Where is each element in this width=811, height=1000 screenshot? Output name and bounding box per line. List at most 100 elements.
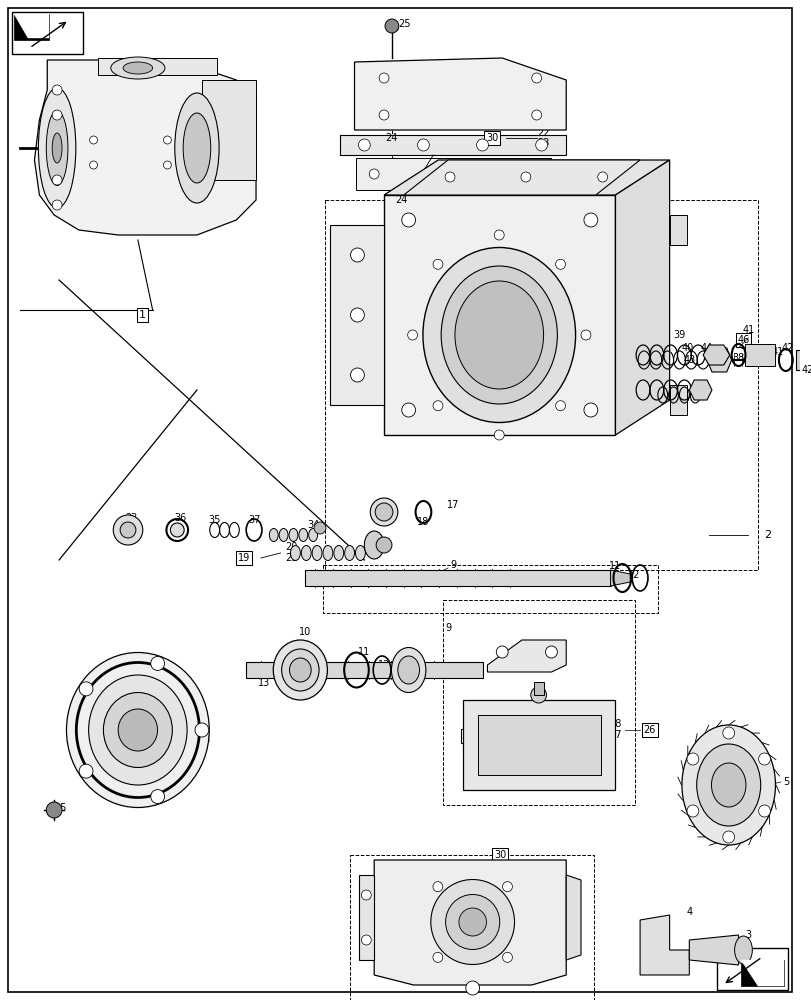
- Circle shape: [89, 136, 97, 144]
- Polygon shape: [329, 225, 384, 405]
- Circle shape: [531, 110, 541, 120]
- Text: 30: 30: [486, 133, 498, 143]
- Circle shape: [757, 805, 770, 817]
- Ellipse shape: [46, 110, 68, 186]
- Circle shape: [52, 200, 62, 210]
- Text: 46: 46: [751, 773, 763, 783]
- Text: 9: 9: [449, 560, 456, 570]
- Text: 47: 47: [505, 725, 517, 735]
- Bar: [443, 600, 634, 805]
- Bar: [533, 682, 543, 695]
- Circle shape: [52, 175, 62, 185]
- Bar: [744, 344, 774, 366]
- Polygon shape: [356, 158, 551, 190]
- Circle shape: [384, 19, 398, 33]
- Ellipse shape: [333, 546, 343, 560]
- Bar: [305, 570, 610, 586]
- Ellipse shape: [696, 744, 760, 826]
- Ellipse shape: [290, 546, 300, 560]
- Circle shape: [151, 790, 165, 804]
- Text: 11: 11: [358, 647, 370, 657]
- Bar: [740, 960, 783, 986]
- Circle shape: [46, 802, 62, 818]
- Circle shape: [89, 161, 97, 169]
- Bar: [12, 12, 83, 54]
- Polygon shape: [615, 160, 669, 435]
- Text: 14: 14: [84, 715, 97, 725]
- Polygon shape: [14, 14, 49, 38]
- Text: 12: 12: [627, 570, 640, 580]
- Ellipse shape: [397, 656, 419, 684]
- Circle shape: [686, 753, 698, 765]
- Circle shape: [358, 139, 370, 151]
- Circle shape: [494, 430, 504, 440]
- Ellipse shape: [123, 62, 152, 74]
- Circle shape: [466, 981, 479, 995]
- Circle shape: [417, 139, 429, 151]
- Ellipse shape: [290, 658, 311, 682]
- Text: 21: 21: [285, 553, 298, 563]
- Text: 18: 18: [417, 517, 429, 527]
- Bar: [716, 948, 787, 990]
- Text: 36: 36: [174, 513, 186, 523]
- Circle shape: [79, 764, 92, 778]
- Text: 30: 30: [494, 850, 506, 860]
- Ellipse shape: [298, 528, 307, 542]
- Text: 40: 40: [680, 343, 693, 353]
- Ellipse shape: [301, 546, 311, 560]
- Bar: [795, 350, 811, 370]
- Circle shape: [407, 330, 417, 340]
- Circle shape: [314, 522, 325, 534]
- Bar: [462, 700, 615, 790]
- Circle shape: [531, 73, 541, 83]
- Ellipse shape: [118, 709, 157, 751]
- Circle shape: [583, 213, 597, 227]
- Circle shape: [686, 805, 698, 817]
- Ellipse shape: [375, 503, 393, 521]
- Circle shape: [476, 139, 488, 151]
- Circle shape: [757, 753, 770, 765]
- Text: 33: 33: [125, 513, 137, 523]
- Polygon shape: [354, 58, 565, 130]
- Circle shape: [521, 172, 530, 182]
- Bar: [384, 195, 615, 435]
- Circle shape: [432, 401, 442, 411]
- Circle shape: [350, 368, 364, 382]
- Ellipse shape: [344, 546, 354, 560]
- Circle shape: [555, 259, 564, 269]
- Polygon shape: [202, 80, 255, 180]
- Ellipse shape: [174, 93, 219, 203]
- Bar: [669, 385, 686, 415]
- Text: 19: 19: [238, 553, 250, 563]
- Polygon shape: [403, 160, 639, 195]
- Ellipse shape: [103, 692, 172, 768]
- Circle shape: [350, 308, 364, 322]
- Text: 23: 23: [537, 138, 549, 148]
- Text: 40: 40: [643, 340, 655, 350]
- Circle shape: [494, 230, 504, 240]
- Bar: [477, 715, 600, 775]
- Ellipse shape: [52, 133, 62, 163]
- Text: 16: 16: [176, 700, 188, 710]
- Circle shape: [401, 213, 415, 227]
- Text: 42: 42: [800, 365, 811, 375]
- Text: 11: 11: [608, 561, 621, 571]
- Text: 44: 44: [700, 343, 712, 353]
- Circle shape: [581, 330, 590, 340]
- Polygon shape: [359, 875, 374, 960]
- Ellipse shape: [170, 523, 184, 537]
- Bar: [246, 662, 482, 678]
- Ellipse shape: [364, 531, 384, 559]
- Circle shape: [535, 139, 547, 151]
- Ellipse shape: [183, 113, 211, 183]
- Polygon shape: [374, 860, 565, 985]
- Text: 27: 27: [608, 730, 621, 740]
- Ellipse shape: [281, 649, 319, 691]
- Text: 2: 2: [764, 530, 770, 540]
- Circle shape: [432, 882, 442, 892]
- Ellipse shape: [273, 640, 327, 700]
- Ellipse shape: [734, 936, 752, 964]
- Ellipse shape: [681, 725, 775, 845]
- Ellipse shape: [88, 675, 187, 785]
- Circle shape: [528, 169, 538, 179]
